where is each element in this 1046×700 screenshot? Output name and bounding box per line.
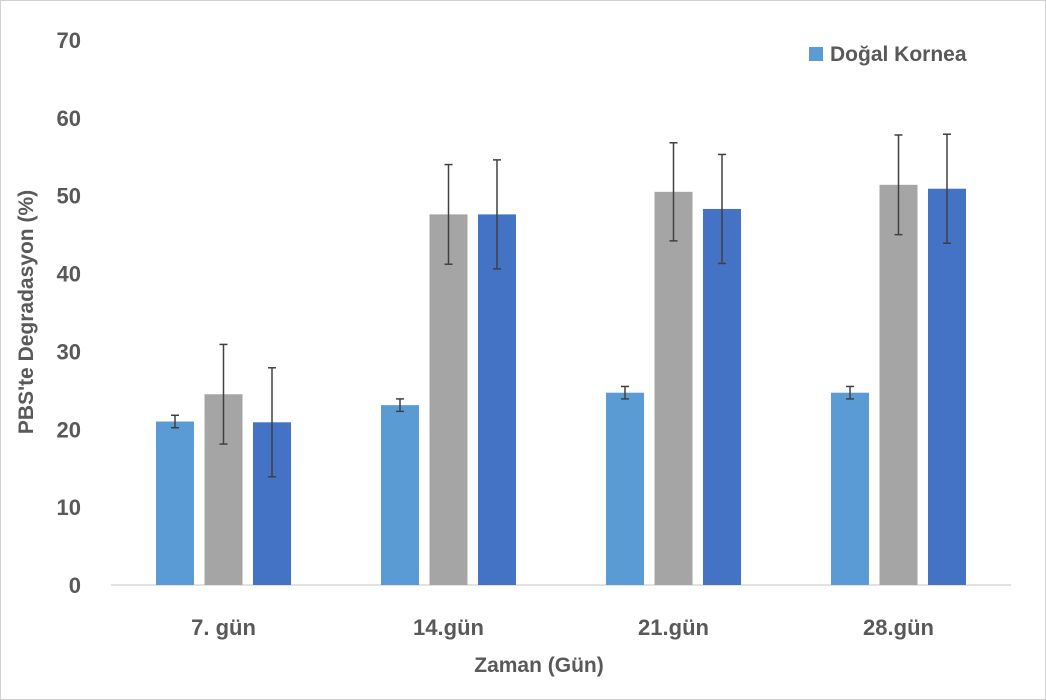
error-bar-1-1: [171, 414, 179, 429]
y-axis-ticks: 0 10 20 30 40 50 60 70: [57, 28, 81, 598]
x-tick-label: 14.gün: [413, 615, 484, 640]
error-bar-2-1: [396, 398, 404, 413]
bar-3-1: [606, 392, 644, 585]
y-tick-label: 30: [57, 339, 81, 364]
bars: [156, 184, 966, 586]
x-tick-label: 7. gün: [191, 615, 256, 640]
x-axis-ticks: 7. gün 14.gün 21.gün 28.gün: [191, 615, 934, 640]
y-tick-label: 40: [57, 262, 81, 287]
error-bar-2-3: [493, 159, 501, 270]
bar-3-2: [654, 191, 693, 586]
error-bar-1-3: [268, 367, 276, 478]
error-bar-3-3: [718, 153, 726, 265]
y-tick-label: 50: [57, 184, 81, 209]
y-tick-label: 60: [57, 106, 81, 131]
y-tick-label: 10: [57, 495, 81, 520]
error-bar-2-2: [444, 163, 453, 265]
error-bar-4-2: [894, 134, 903, 236]
legend-swatch: [809, 47, 823, 61]
y-tick-label: 20: [57, 417, 81, 442]
y-tick-label: 70: [57, 28, 81, 53]
x-axis-title: Zaman (Gün): [474, 654, 604, 677]
legend: Doğal Kornea: [809, 43, 967, 66]
bar-4-3: [928, 188, 966, 585]
bar-2-1: [381, 405, 419, 585]
legend-label: Doğal Kornea: [830, 43, 967, 66]
bar-1-1: [156, 421, 194, 585]
error-bar-4-1: [846, 385, 854, 400]
bar-3-3: [703, 208, 741, 585]
error-bar-1-2: [219, 343, 228, 445]
x-tick-label: 21.gün: [638, 615, 709, 640]
bar-2-2: [429, 214, 468, 585]
error-bars: [171, 133, 951, 478]
x-tick-label: 28.gün: [863, 615, 934, 640]
error-bar-3-2: [669, 142, 678, 242]
bar-4-2: [879, 184, 918, 586]
y-axis-title: PBS'te Degradasyon (%): [15, 190, 38, 434]
y-tick-label: 0: [69, 573, 81, 598]
bar-4-1: [831, 392, 869, 585]
error-bar-4-3: [943, 133, 951, 244]
error-bar-3-1: [621, 385, 629, 400]
bar-2-3: [478, 214, 516, 585]
